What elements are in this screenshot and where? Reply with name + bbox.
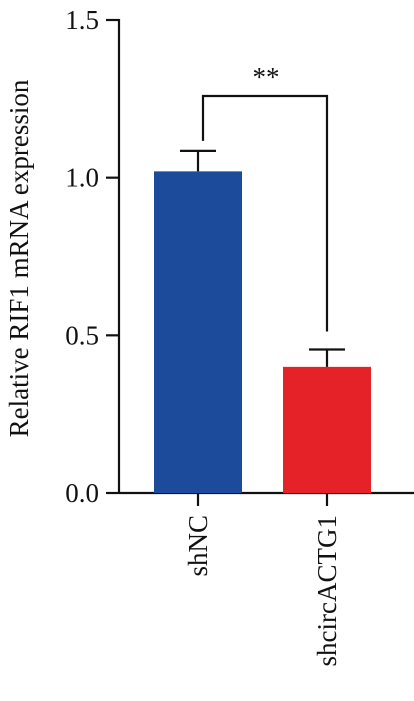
bar — [283, 366, 371, 493]
y-tick-label: 0.5 — [65, 320, 99, 350]
y-tick-label: 0.0 — [65, 478, 99, 508]
axes: 0.0 0.5 1.0 1.5 — [65, 5, 414, 508]
significance-label: ** — [253, 62, 280, 92]
significance-annotation: ** — [201, 62, 329, 332]
y-axis-title-group: Relative RIF1 mRNA expression — [4, 79, 34, 437]
y-tick-label: 1.5 — [65, 5, 99, 35]
error-bars — [180, 149, 345, 367]
y-axis-title: Relative RIF1 mRNA expression — [4, 79, 34, 437]
significance-bracket — [201, 94, 329, 332]
y-tick-label: 1.0 — [65, 163, 99, 193]
category-labels: shNC shcircACTG1 — [183, 493, 342, 666]
x-tick-label: shcircACTG1 — [312, 515, 342, 666]
x-tick-label: shNC — [183, 515, 213, 577]
bar — [154, 171, 242, 494]
bars — [154, 171, 371, 494]
